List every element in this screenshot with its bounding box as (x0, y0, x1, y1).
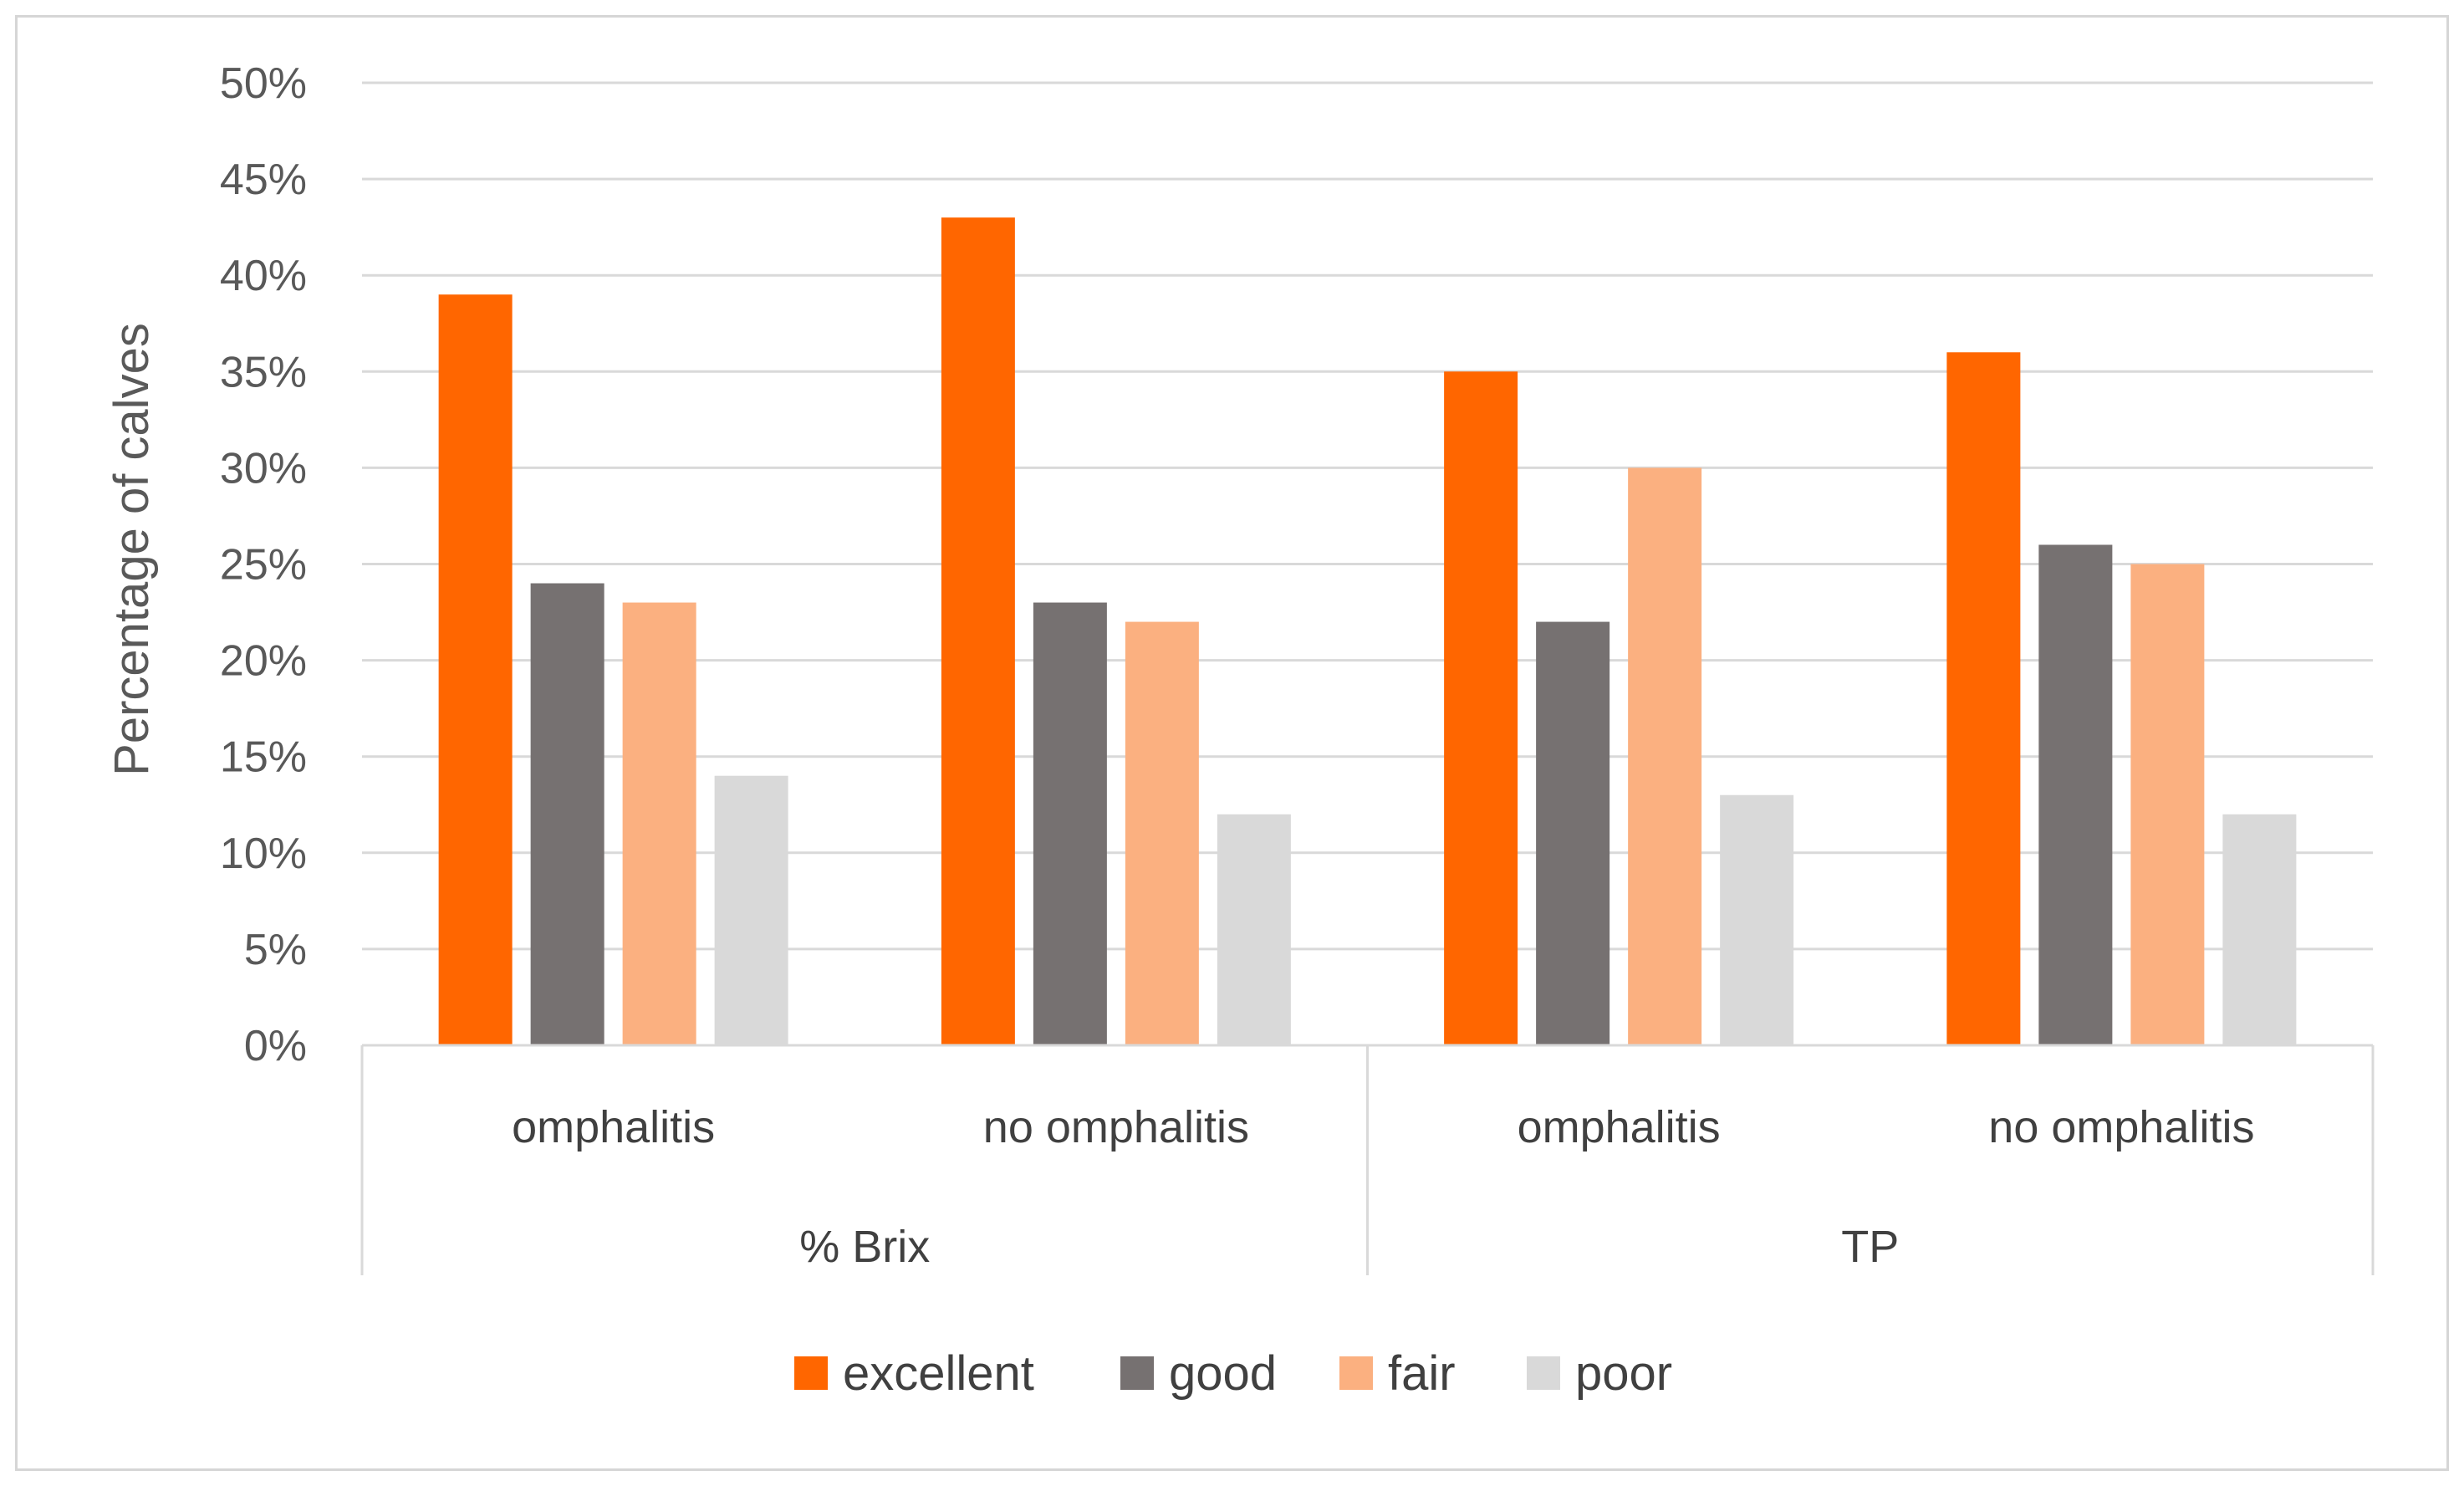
gridlines (362, 81, 2373, 951)
bar-fair (2130, 564, 2205, 1045)
x-category-label: omphalitis (512, 1102, 715, 1152)
y-tick-label: 15% (220, 733, 307, 782)
y-axis-ticks: 0% 5% 10% 15% 20% 25% 30% 35% 40% 45% 50% (220, 59, 307, 1070)
bar-good (2038, 544, 2113, 1045)
bar-excellent (941, 217, 1015, 1045)
y-tick-label: 10% (220, 830, 307, 878)
x-category-label: no omphalitis (983, 1102, 1249, 1152)
bar-excellent (1444, 371, 1518, 1045)
y-tick-label: 45% (220, 156, 307, 204)
bars (438, 217, 2297, 1046)
y-axis-title: Percentage of calves (105, 323, 159, 776)
legend-swatch-poor (1527, 1356, 1560, 1390)
x-category-label: omphalitis (1518, 1102, 1721, 1152)
x-category-label: no omphalitis (1988, 1102, 2254, 1152)
bar-excellent (438, 294, 513, 1046)
y-tick-label: 5% (244, 926, 307, 974)
bar-poor (1217, 814, 1291, 1045)
bar-poor (714, 775, 788, 1045)
legend-swatch-excellent (794, 1356, 828, 1390)
legend-label-fair: fair (1388, 1346, 1456, 1401)
bar-poor (2222, 814, 2297, 1045)
bar-excellent (1946, 352, 2021, 1045)
x-group-label: % Brix (799, 1222, 930, 1272)
bar-fair (622, 602, 696, 1045)
bar-fair (1628, 467, 1702, 1045)
legend-label-good: good (1169, 1346, 1277, 1401)
legend-label-excellent: excellent (843, 1346, 1034, 1401)
y-tick-label: 0% (244, 1022, 307, 1070)
legend: excellent good fair poor (794, 1346, 1672, 1401)
x-group-label: TP (1841, 1222, 1899, 1272)
bar-fair (1125, 621, 1199, 1045)
legend-swatch-fair (1339, 1356, 1373, 1390)
y-tick-label: 50% (220, 59, 307, 108)
bar-poor (1720, 794, 1794, 1045)
legend-label-poor: poor (1575, 1346, 1672, 1401)
y-tick-label: 35% (220, 348, 307, 396)
legend-swatch-good (1120, 1356, 1154, 1390)
y-tick-label: 30% (220, 444, 307, 493)
bar-good (1536, 621, 1610, 1045)
y-tick-label: 40% (220, 252, 307, 300)
x-axis: omphalitis no omphalitis omphalitis no omph… (360, 1044, 2375, 1275)
bar-good (530, 583, 605, 1045)
y-tick-label: 25% (220, 541, 307, 590)
bar-good (1033, 602, 1107, 1045)
y-tick-label: 20% (220, 637, 307, 686)
